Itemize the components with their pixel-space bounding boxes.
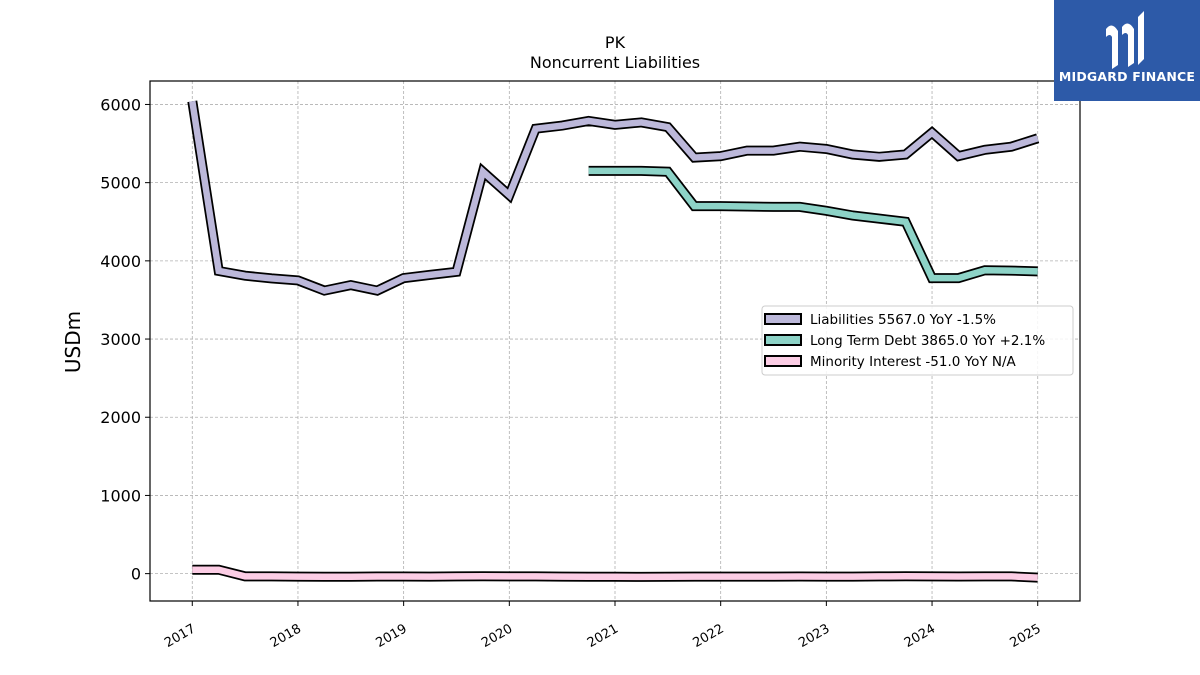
x-tick-label: 2024: [902, 621, 938, 651]
y-tick-label: 4000: [100, 252, 141, 271]
x-tick-label: 2019: [373, 621, 409, 651]
y-tick-label: 0: [131, 565, 141, 584]
chart-subtitle: Noncurrent Liabilities: [530, 53, 700, 72]
y-tick-label: 1000: [100, 486, 141, 505]
legend-swatch-1: [764, 334, 802, 346]
x-axis-ticks: 2017 2018 2019 2020 2021 2022 2023 2024 2025: [162, 601, 1044, 651]
y-tick-label: 5000: [100, 174, 141, 193]
legend-swatch-0: [764, 313, 802, 325]
y-axis-label: USDm: [61, 311, 85, 373]
legend-label-1: Long Term Debt 3865.0 YoY +2.1%: [810, 333, 1045, 349]
legend: Liabilities 5567.0 YoY -1.5% Long Term De…: [761, 305, 1074, 376]
chart-title: PK: [605, 33, 626, 52]
series-lines: [187, 100, 1040, 583]
series-outline-1: [588, 165, 1038, 284]
legend-label-2: Minority Interest -51.0 YoY N/A: [810, 354, 1017, 370]
x-tick-label: 2020: [479, 621, 515, 651]
y-axis-ticks: 0 1000 2000 3000 4000 5000 6000: [100, 95, 150, 584]
brand-name: MIDGARD FINANCE: [1058, 69, 1196, 84]
series-line-0: [189, 100, 1039, 295]
x-tick-label: 2018: [268, 621, 304, 651]
y-tick-label: 3000: [100, 330, 141, 349]
x-tick-label: 2023: [796, 621, 832, 651]
legend-swatch-2: [764, 355, 802, 367]
series-line-2: [192, 566, 1038, 581]
midgard-logo-icon: [1106, 11, 1144, 70]
series-line-1: [588, 167, 1038, 282]
x-tick-label: 2022: [691, 621, 727, 651]
legend-label-0: Liabilities 5567.0 YoY -1.5%: [810, 312, 996, 328]
brand-logo: MIDGARD FINANCE: [1054, 0, 1200, 101]
y-tick-label: 2000: [100, 408, 141, 427]
x-tick-label: 2025: [1008, 621, 1044, 651]
y-tick-label: 6000: [100, 95, 141, 114]
x-tick-label: 2017: [162, 621, 198, 651]
x-tick-label: 2021: [585, 621, 621, 651]
legend-box: [761, 305, 1074, 376]
